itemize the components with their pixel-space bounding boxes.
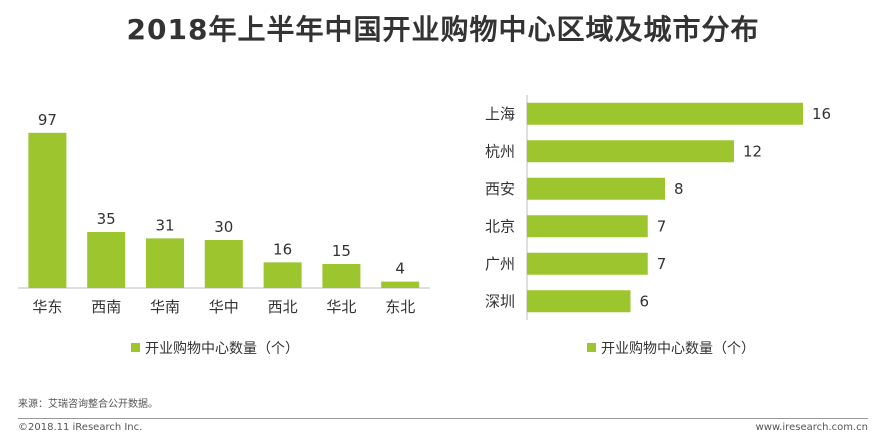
website-link[interactable]: www.iresearch.com.cn [755,422,868,433]
right-bar-1 [527,140,734,163]
right-legend-label: 开业购物中心数量（个） [601,341,755,357]
left-bar-4 [263,262,302,288]
left-bar-6 [381,281,420,288]
right-bar-value-5: 6 [640,292,650,310]
right-bar-value-0: 16 [812,105,831,123]
left-bar-value-4: 16 [273,240,292,258]
right-bar-0 [527,102,803,125]
right-category-label-4: 广州 [485,255,515,273]
footer-divider [18,418,868,419]
page-title: 2018年上半年中国开业购物中心区域及城市分布 [126,13,760,46]
left-category-label-1: 西南 [91,298,121,316]
right-bar-2 [527,177,665,200]
right-legend-swatch [587,343,596,352]
left-bar-0 [28,132,67,288]
right-category-label-0: 上海 [485,105,515,123]
right-category-label-2: 西安 [485,180,515,198]
left-category-label-6: 东北 [385,298,415,316]
left-bar-1 [87,232,126,288]
left-bar-value-2: 31 [155,216,174,234]
right-bar-value-4: 7 [657,255,667,273]
right-category-label-5: 深圳 [485,292,515,310]
left-bar-value-5: 15 [332,242,351,260]
left-bar-value-0: 97 [38,111,57,129]
left-category-label-2: 华南 [150,298,180,316]
left-bar-2 [146,238,184,288]
right-category-label-3: 北京 [485,217,515,235]
right-bar-value-1: 12 [743,142,762,160]
right-bar-value-3: 7 [657,217,667,235]
left-bar-value-3: 30 [214,218,233,236]
left-bar-value-6: 4 [395,260,405,278]
left-category-label-0: 华东 [32,298,62,316]
right-bar-4 [527,252,648,275]
left-bar-5 [322,264,361,288]
left-category-label-5: 华北 [326,298,356,316]
left-category-label-3: 华中 [209,298,239,316]
source-note: 来源：艾瑞咨询整合公开数据。 [18,399,158,410]
right-bar-3 [527,215,648,238]
copyright: ©2018.11 iResearch Inc. [18,422,143,433]
right-category-label-1: 杭州 [485,142,515,160]
left-category-label-4: 西北 [268,298,298,316]
left-bar-3 [204,240,243,288]
left-legend-swatch [131,343,140,352]
left-bar-value-1: 35 [97,210,116,228]
right-bar-5 [527,290,631,313]
left-legend-label: 开业购物中心数量（个） [145,341,299,357]
right-bar-value-2: 8 [674,180,684,198]
